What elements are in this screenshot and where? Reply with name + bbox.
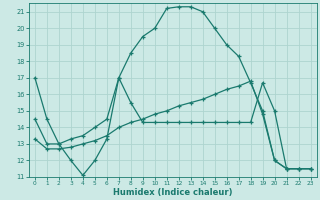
X-axis label: Humidex (Indice chaleur): Humidex (Indice chaleur) [113, 188, 233, 197]
